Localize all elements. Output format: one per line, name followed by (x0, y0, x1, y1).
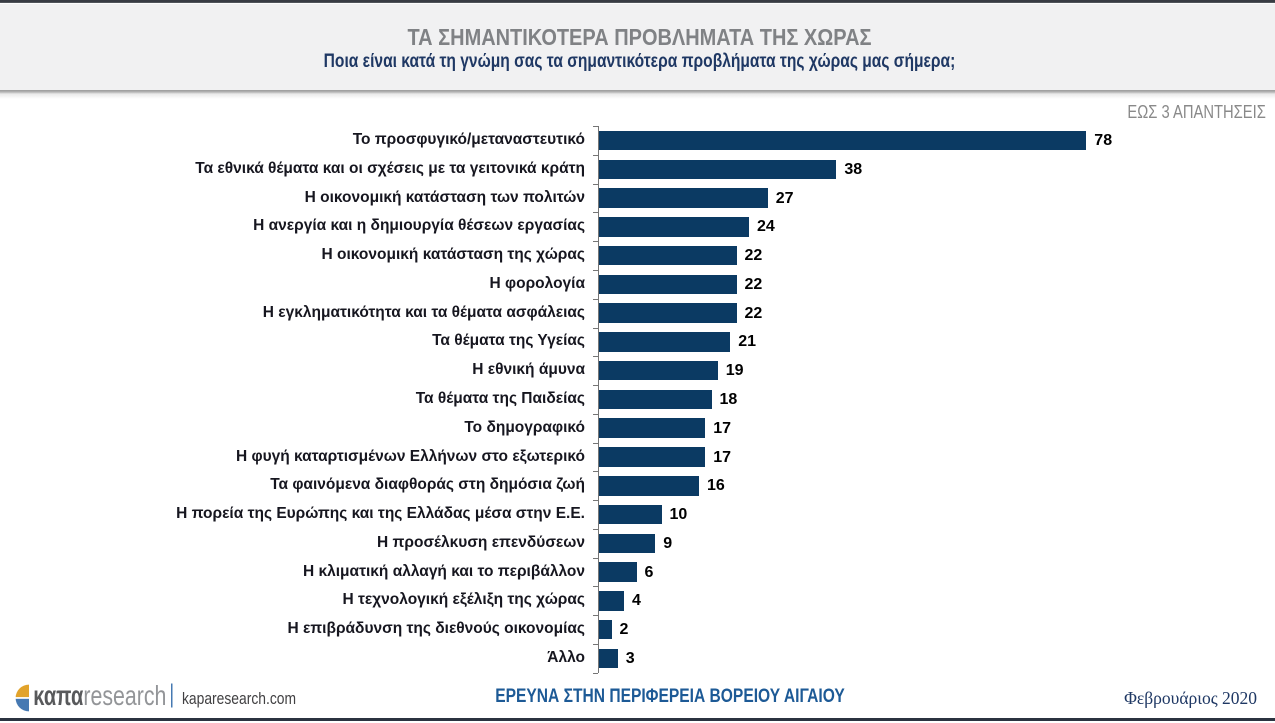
svg-text:research: research (83, 680, 166, 711)
svg-text:kaparesearch.com: kaparesearch.com (182, 689, 296, 708)
svg-text:καπα: καπα (33, 680, 83, 711)
